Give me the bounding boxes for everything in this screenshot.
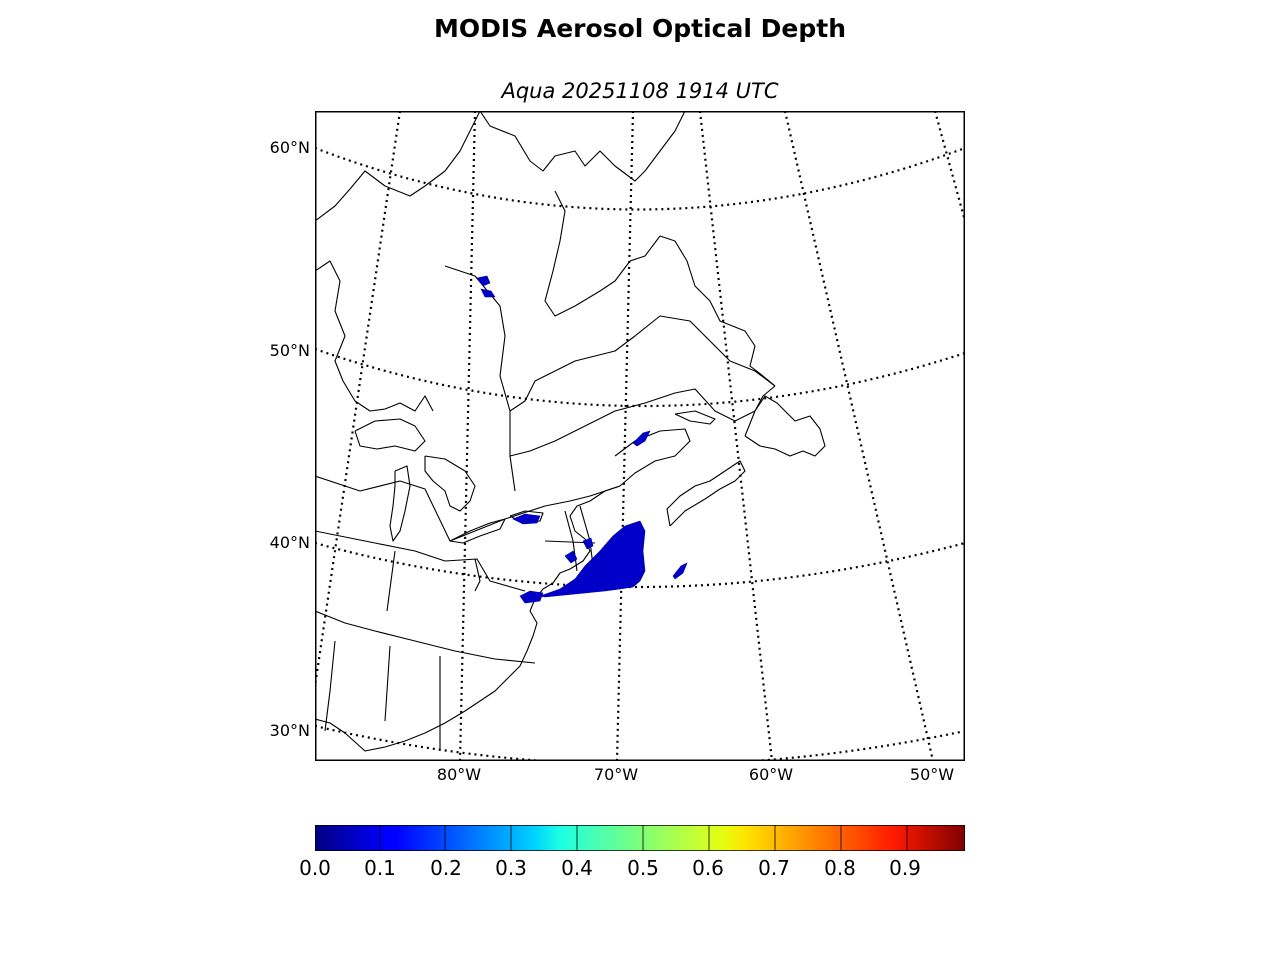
parallel-60n xyxy=(315,146,965,211)
aod-gulf-of-maine xyxy=(672,562,688,580)
us-state-borders-1 xyxy=(315,530,526,592)
meridian-60w xyxy=(698,111,774,761)
parallel-50n xyxy=(315,347,965,408)
quebec-north-shore xyxy=(509,385,776,457)
meridian-40w xyxy=(933,111,965,222)
colorbar-gradient xyxy=(315,825,965,851)
colorbar-divisions xyxy=(379,825,908,851)
aod-lake-ontario xyxy=(512,513,541,525)
us-state-borders-6 xyxy=(386,550,396,612)
colorbar-tick-0-8: 0.8 xyxy=(824,856,856,880)
labrador-coast xyxy=(544,190,776,387)
colorbar xyxy=(315,825,965,851)
lat-label-40n: 40°N xyxy=(269,533,310,552)
anticosti-island xyxy=(674,410,716,425)
colorbar-tick-0-2: 0.2 xyxy=(430,856,462,880)
newfoundland-coast xyxy=(744,395,826,457)
us-canada-border xyxy=(315,475,621,542)
lon-label-80w: 80°W xyxy=(436,765,482,784)
colorbar-tick-0-6: 0.6 xyxy=(692,856,724,880)
colorbar-tick-0-9: 0.9 xyxy=(889,856,921,880)
quebec-labrador-border xyxy=(509,315,776,412)
aod-retrievals xyxy=(476,275,688,604)
colorbar-tick-0-7: 0.7 xyxy=(758,856,790,880)
us-state-borders-3 xyxy=(324,640,336,732)
ungava-coast xyxy=(479,111,686,182)
us-east-coast xyxy=(315,485,621,752)
aod-map xyxy=(315,111,965,761)
aod-northern-quebec xyxy=(476,275,491,287)
page-title: MODIS Aerosol Optical Depth xyxy=(433,14,846,43)
nova-scotia-coast xyxy=(666,460,746,527)
map-border xyxy=(315,111,965,761)
aod-small-patch-1 xyxy=(564,550,578,564)
lon-label-50w: 50°W xyxy=(909,765,955,784)
aod-southern-new-england xyxy=(538,520,646,598)
lake-erie xyxy=(449,518,506,544)
lat-label-30n: 30°N xyxy=(269,721,310,740)
aod-coast-patch xyxy=(519,590,544,604)
aod-small-patch-2 xyxy=(582,537,594,550)
lat-label-60n: 60°N xyxy=(269,138,310,157)
colorbar-tick-0-4: 0.4 xyxy=(561,856,593,880)
colorbar-tick-0-5: 0.5 xyxy=(627,856,659,880)
aod-st-lawrence xyxy=(632,430,651,447)
colorbar-tick-0-0: 0.0 xyxy=(299,856,331,880)
lon-label-70w: 70°W xyxy=(593,765,639,784)
us-state-borders-7 xyxy=(474,558,481,592)
parallels xyxy=(315,146,965,761)
lake-huron xyxy=(424,455,476,512)
meridian-70w xyxy=(615,111,635,761)
colorbar-tick-0-3: 0.3 xyxy=(495,856,527,880)
us-state-borders-2 xyxy=(315,610,536,664)
map-subtitle: Aqua 20251108 1914 UTC xyxy=(501,79,779,103)
lon-label-60w: 60°W xyxy=(748,765,794,784)
colorbar-tick-0-1: 0.1 xyxy=(364,856,396,880)
lat-label-50n: 50°N xyxy=(269,341,310,360)
james-bay-coast xyxy=(315,260,434,412)
us-state-borders-4 xyxy=(384,645,391,722)
hudson-bay-east-coast xyxy=(315,111,481,222)
meridian-90w xyxy=(315,111,402,687)
aod-northern-quebec-2 xyxy=(480,288,496,298)
lake-michigan xyxy=(389,465,411,542)
lake-superior xyxy=(354,418,426,452)
